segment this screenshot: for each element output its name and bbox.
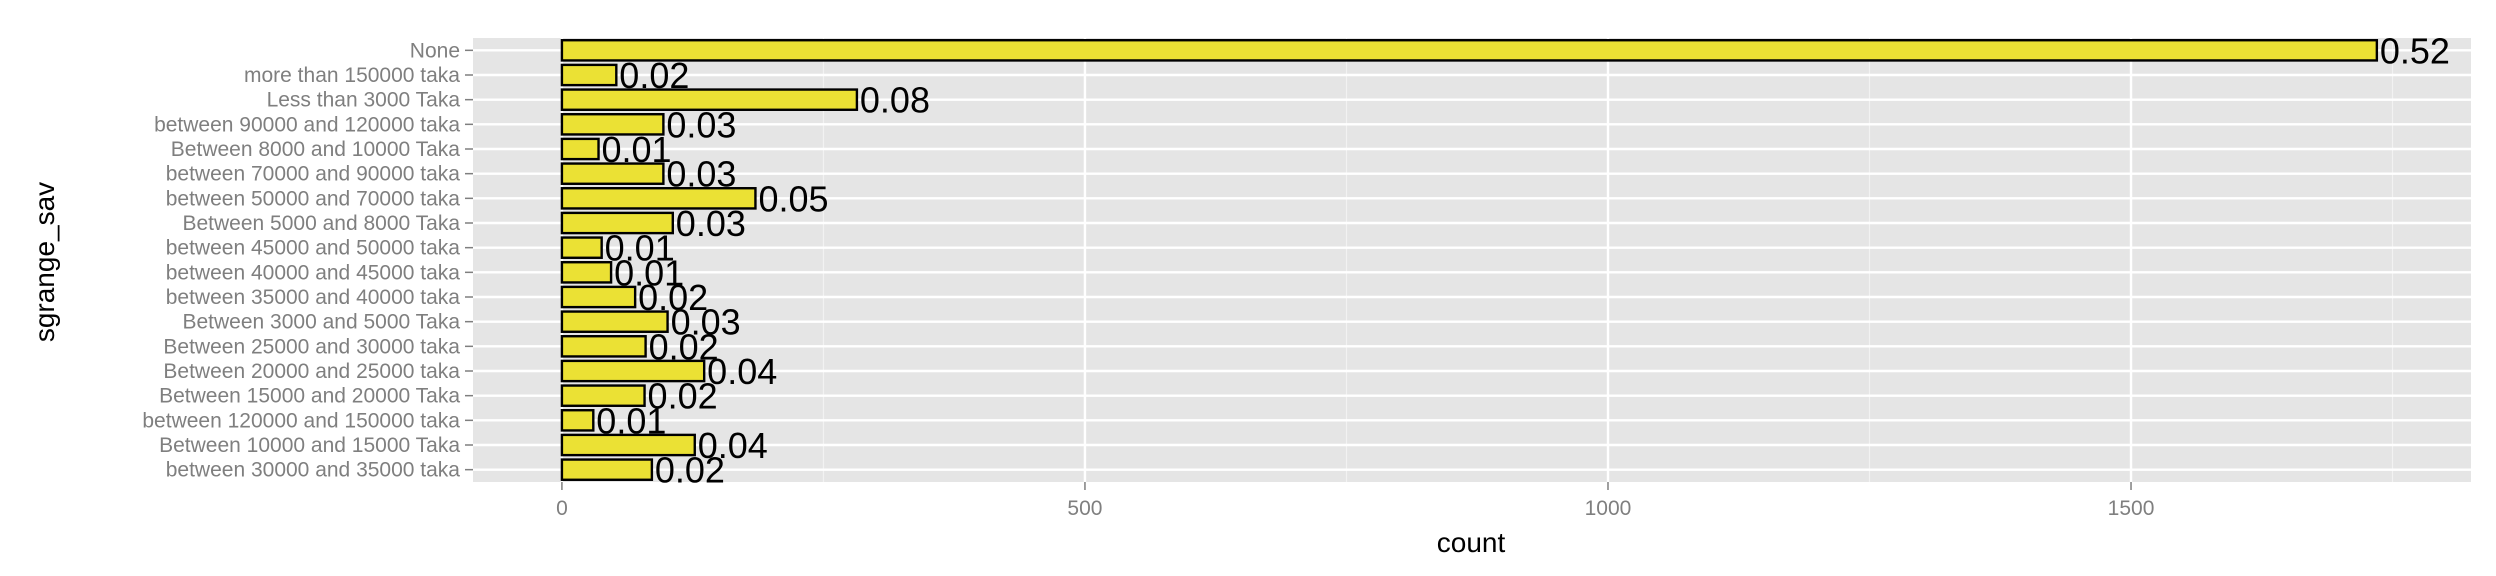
data-label: 0.08 <box>860 80 930 121</box>
data-label: 0.02 <box>649 326 719 367</box>
data-label: 0.01 <box>596 400 666 441</box>
y-tick-label: between 90000 and 120000 taka <box>154 113 460 136</box>
bar <box>560 211 675 235</box>
bar <box>560 310 669 333</box>
data-label: 0.03 <box>676 203 746 244</box>
y-tick-label: Between 3000 and 5000 Taka <box>182 311 460 334</box>
x-tick-label: 0 <box>556 497 568 520</box>
y-tick-label: Between 15000 and 20000 Taka <box>159 385 460 408</box>
y-tick-label: Between 25000 and 30000 taka <box>163 335 460 358</box>
data-label: 0.05 <box>758 178 828 219</box>
bar <box>560 63 618 87</box>
y-axis-title: sgrange_sav <box>29 182 60 342</box>
bar <box>560 88 859 111</box>
bar <box>560 285 637 309</box>
x-tick-label: 500 <box>1067 497 1102 520</box>
y-tick-label: between 45000 and 50000 taka <box>166 237 461 260</box>
bar <box>560 409 595 432</box>
bar <box>560 458 654 481</box>
data-label: 0.03 <box>666 104 736 145</box>
data-label: 0.04 <box>707 351 777 392</box>
bar <box>560 384 646 407</box>
data-label: 0.01 <box>614 252 684 293</box>
y-tick-label: between 50000 and 70000 taka <box>166 187 461 210</box>
data-label: 0.02 <box>619 55 689 96</box>
data-label: 0.52 <box>2380 30 2450 71</box>
x-axis-ticks: 0 500 1000 1500 <box>556 482 2154 520</box>
bar <box>560 162 665 185</box>
data-label: 0.02 <box>655 450 725 491</box>
bar <box>560 113 665 136</box>
data-label: 0.02 <box>638 277 708 318</box>
y-tick-label: Between 20000 and 25000 taka <box>163 360 460 383</box>
bar <box>560 236 603 259</box>
minor-gridlines <box>822 38 2394 482</box>
y-tick-label: between 70000 and 90000 taka <box>166 163 461 186</box>
bar <box>560 335 647 358</box>
bar <box>560 433 696 457</box>
x-axis-title: count <box>1437 527 1506 558</box>
y-tick-label: Less than 3000 Taka <box>267 89 461 112</box>
data-label: 0.01 <box>602 129 672 170</box>
y-tick-label: between 30000 and 35000 taka <box>166 459 461 482</box>
y-tick-label: more than 150000 taka <box>244 64 460 87</box>
bar <box>560 261 613 284</box>
y-tick-label: Between 8000 and 10000 Taka <box>171 138 461 161</box>
y-tick-label: None <box>410 39 460 62</box>
data-label: 0.02 <box>648 376 718 417</box>
data-label: 0.01 <box>605 228 675 269</box>
y-tick-label: Between 10000 and 15000 Taka <box>159 434 460 457</box>
y-tick-label: between 40000 and 45000 taka <box>166 261 461 284</box>
x-tick-label: 1000 <box>1585 497 1632 520</box>
data-label: 0.03 <box>671 302 741 343</box>
bar <box>560 137 600 161</box>
data-label: 0.04 <box>698 425 768 466</box>
y-tick-label: between 35000 and 40000 taka <box>166 286 461 309</box>
y-tick-label: between 120000 and 150000 taka <box>142 409 460 432</box>
data-labels: 0.520.020.080.030.010.030.050.030.010.01… <box>596 30 2450 490</box>
bar <box>560 187 757 210</box>
plot-panel <box>473 38 2471 482</box>
bars <box>560 39 2379 481</box>
bar <box>560 359 706 383</box>
bar <box>560 39 2379 62</box>
x-tick-label: 1500 <box>2108 497 2155 520</box>
y-tick-label: Between 5000 and 8000 Taka <box>182 212 460 235</box>
data-label: 0.03 <box>666 154 736 195</box>
